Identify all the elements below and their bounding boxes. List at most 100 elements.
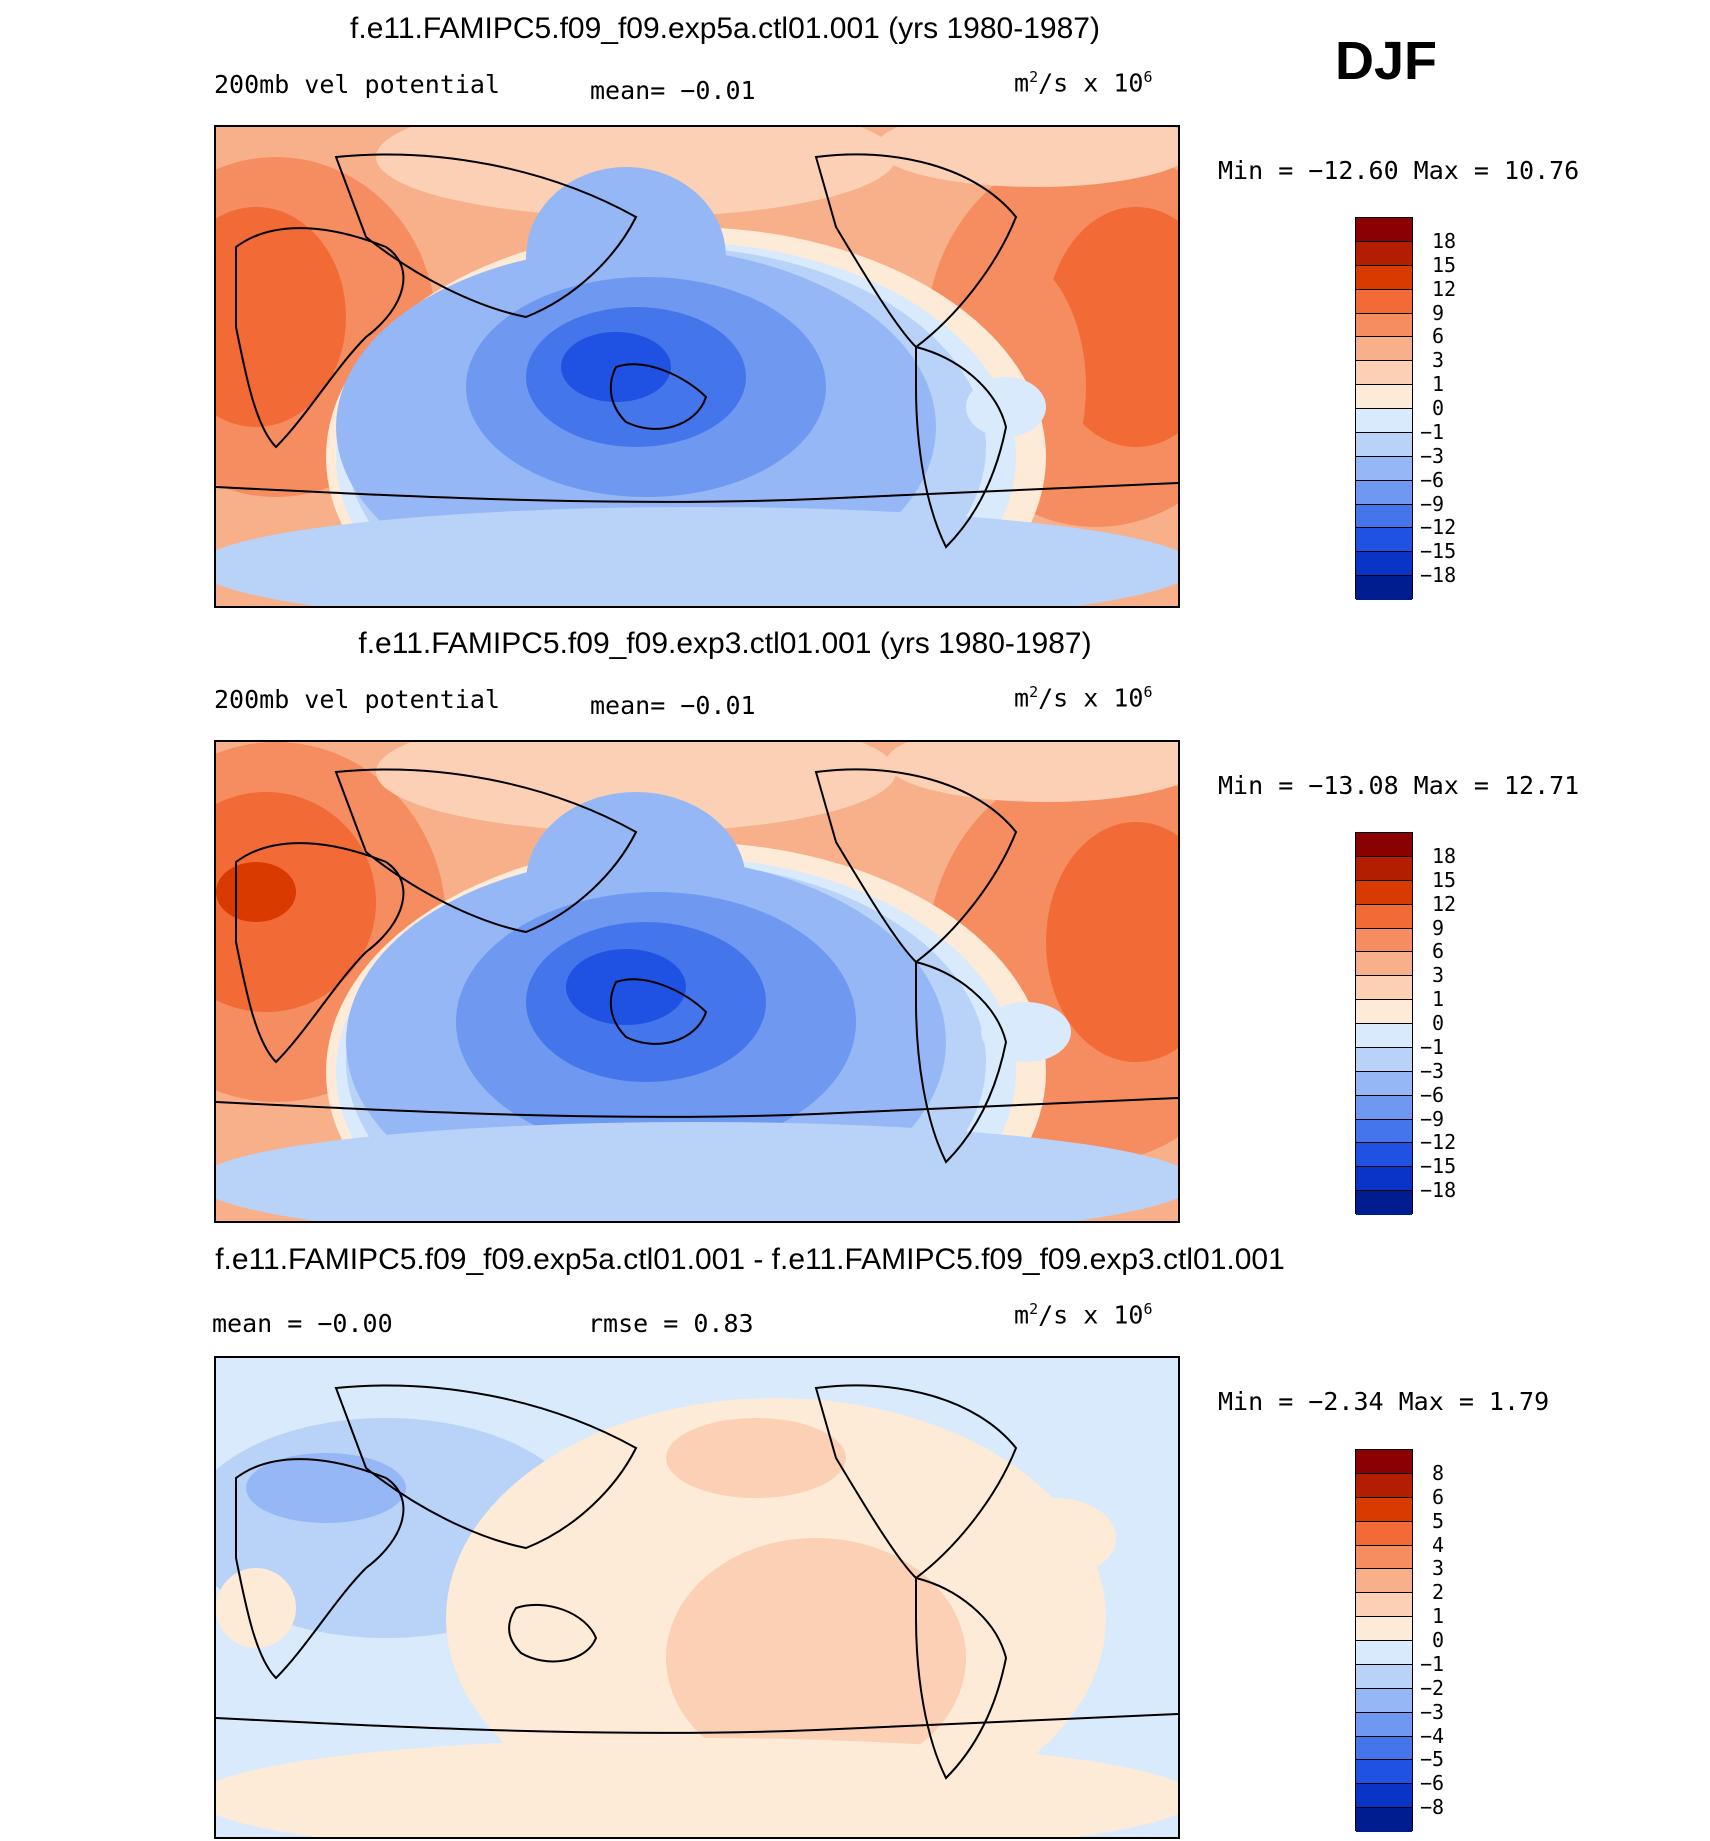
contour-south-america-minus1	[981, 1002, 1071, 1062]
panel-1-units: m2/s x 106	[1014, 68, 1153, 98]
season-label: DJF	[1335, 31, 1438, 91]
colorbar-tick-label: 1	[1432, 987, 1445, 1012]
colorbar-tick-label: −1	[1420, 1651, 1445, 1676]
colorbar-tick-label: −15	[1420, 1154, 1457, 1179]
colorbar-swatch	[1356, 1497, 1412, 1522]
colorbar-tick-label: −15	[1420, 539, 1457, 564]
colorbar-tick-label: 0	[1432, 1011, 1445, 1035]
contour-minus15	[566, 949, 686, 1025]
colorbar-swatch	[1356, 576, 1412, 600]
colorbar-swatch	[1356, 1450, 1412, 1474]
panel-1-colorbar	[1355, 217, 1413, 600]
colorbar-swatch	[1356, 1688, 1412, 1713]
colorbar-tick-label: −12	[1420, 515, 1457, 540]
colorbar-tick-label: −18	[1420, 1178, 1457, 1203]
colorbar-tick-label: −6	[1420, 467, 1445, 492]
colorbar-tick-label: 15	[1432, 252, 1457, 277]
colorbar-tick-label: 0	[1432, 396, 1445, 420]
contour-pacific-1	[666, 1538, 966, 1778]
colorbar-tick-label: 18	[1432, 843, 1457, 868]
panel-2-mean-label: mean= −0.01	[590, 691, 756, 720]
colorbar-swatch	[1356, 1784, 1412, 1809]
contour-arctic-1	[886, 742, 1178, 802]
colorbar-tick-label: 4	[1432, 1532, 1445, 1557]
coastlines	[216, 153, 1178, 549]
panel-3-minmax: Min = −2.34 Max = 1.79	[1218, 1387, 1550, 1416]
colorbar-tick-label: −6	[1420, 1082, 1445, 1107]
colorbar-tick-label: 18	[1432, 228, 1457, 253]
panel-3-rmse-label: rmse = 0.83	[588, 1309, 754, 1338]
panel-2-map	[214, 740, 1180, 1223]
panel-2-units: m2/s x 106	[1014, 683, 1153, 713]
panel-3-colorbar	[1355, 1449, 1413, 1832]
colorbar-tick-label: −6	[1420, 1771, 1445, 1796]
colorbar-swatch	[1356, 1047, 1412, 1072]
colorbar-tick-label: −1	[1420, 419, 1445, 444]
colorbar-swatch	[1356, 1095, 1412, 1120]
panel-3-title: f.e11.FAMIPC5.f09_f09.exp5a.ctl01.001 - …	[215, 1243, 1285, 1276]
colorbar-tick-label: 9	[1432, 915, 1445, 940]
colorbar-swatch	[1356, 528, 1412, 553]
contour-north-pacific-1	[666, 1418, 846, 1498]
colorbar-tick-label: −8	[1420, 1795, 1445, 1820]
contour-europe-africa-12	[216, 862, 296, 922]
colorbar-swatch	[1356, 361, 1412, 386]
colorbar-swatch	[1356, 1760, 1412, 1785]
colorbar-swatch	[1356, 1119, 1412, 1144]
colorbar-tick-label: −3	[1420, 1699, 1445, 1724]
colorbar-swatch	[1356, 385, 1412, 409]
colorbar-tick-label: −2	[1420, 1675, 1445, 1700]
colorbar-tick-label: 2	[1432, 1580, 1445, 1605]
colorbar-tick-label: 5	[1432, 1508, 1445, 1533]
colorbar-tick-label: −12	[1420, 1130, 1457, 1155]
colorbar-tick-label: −9	[1420, 1106, 1445, 1131]
contour-australia-0	[486, 1628, 586, 1688]
colorbar-swatch	[1356, 1641, 1412, 1665]
colorbar-swatch	[1356, 289, 1412, 314]
colorbar-swatch	[1356, 1664, 1412, 1689]
colorbar-tick-label: −4	[1420, 1723, 1445, 1748]
colorbar-tick-label: 9	[1432, 300, 1445, 325]
panel-1-minmax: Min = −12.60 Max = 10.76	[1218, 156, 1580, 185]
panel-1-title: f.e11.FAMIPC5.f09_f09.exp5a.ctl01.001 (y…	[350, 12, 1100, 45]
coastlines	[216, 768, 1178, 1164]
colorbar-swatch	[1356, 218, 1412, 242]
panel-1-mean-label: mean= −0.01	[590, 76, 756, 105]
colorbar-tick-label: 8	[1432, 1460, 1445, 1485]
colorbar-tick-label: 3	[1432, 963, 1445, 988]
colorbar-tick-label: 15	[1432, 867, 1457, 892]
colorbar-swatch	[1356, 552, 1412, 577]
contour-antarctic-0	[216, 1738, 1178, 1837]
colorbar-tick-label: 3	[1432, 1556, 1445, 1581]
colorbar-swatch	[1356, 1569, 1412, 1594]
colorbar-swatch	[1356, 904, 1412, 929]
colorbar-swatch	[1356, 241, 1412, 266]
colorbar-swatch	[1356, 409, 1412, 433]
contour-america-0	[996, 1498, 1116, 1578]
colorbar-swatch	[1356, 432, 1412, 457]
colorbar-swatch	[1356, 1071, 1412, 1096]
colorbar-swatch	[1356, 1808, 1412, 1832]
colorbar-swatch	[1356, 880, 1412, 905]
panel-3-units: m2/s x 106	[1014, 1300, 1153, 1330]
colorbar-swatch	[1356, 480, 1412, 505]
colorbar-swatch	[1356, 504, 1412, 529]
colorbar-swatch	[1356, 928, 1412, 953]
colorbar-tick-label: 0	[1432, 1628, 1445, 1652]
colorbar-swatch	[1356, 456, 1412, 481]
colorbar-tick-label: 1	[1432, 1604, 1445, 1629]
panel-3-map	[214, 1356, 1180, 1839]
colorbar-tick-label: 12	[1432, 891, 1457, 916]
colorbar-tick-label: −3	[1420, 1058, 1445, 1083]
colorbar-swatch	[1356, 1191, 1412, 1215]
panel-2-map-svg	[216, 742, 1178, 1221]
colorbar-swatch	[1356, 976, 1412, 1001]
colorbar-swatch	[1356, 1143, 1412, 1168]
colorbar-swatch	[1356, 856, 1412, 881]
contour-africa-0	[216, 1568, 296, 1648]
panel-2-colorbar	[1355, 832, 1413, 1215]
colorbar-swatch	[1356, 1167, 1412, 1192]
panel-2-title: f.e11.FAMIPC5.f09_f09.exp3.ctl01.001 (yr…	[358, 627, 1092, 660]
colorbar-swatch	[1356, 1521, 1412, 1546]
contour-antarctic	[216, 1122, 1178, 1221]
